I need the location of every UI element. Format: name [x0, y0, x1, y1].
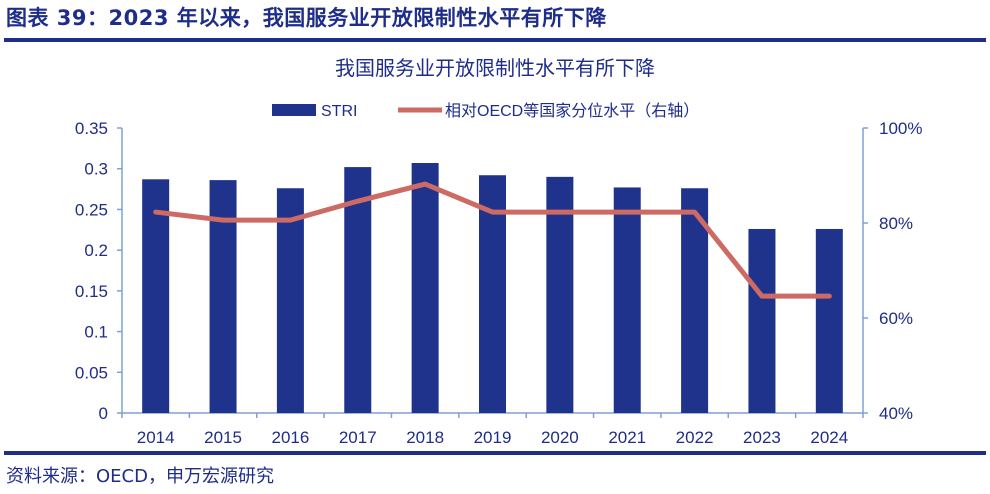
x-tick-label: 2024 — [810, 428, 848, 447]
left-axis: 0 0.05 0.1 0.15 0.2 0.25 0.3 0.35 — [75, 119, 123, 423]
x-tick-label: 2023 — [743, 428, 781, 447]
legend-label-stri: STRI — [321, 103, 357, 120]
x-tick-label: 2018 — [406, 428, 444, 447]
bar-series — [142, 163, 843, 413]
left-tick-label: 0.15 — [75, 282, 108, 301]
source-note: 资料来源：OECD，申万宏源研究 — [6, 466, 274, 487]
bar-stri-2019 — [479, 175, 506, 413]
chart-title: 我国服务业开放限制性水平有所下降 — [335, 57, 655, 80]
left-tick-label: 0.1 — [84, 323, 108, 342]
bar-stri-2017 — [344, 167, 372, 413]
x-tick-label: 2014 — [137, 428, 175, 447]
x-tick-label: 2021 — [608, 428, 646, 447]
bar-stri-2020 — [546, 176, 574, 413]
left-tick-label: 0.35 — [75, 119, 108, 138]
legend-label-percentile: 相对OECD等国家分位水平（右轴） — [445, 102, 699, 120]
right-tick-label: 40% — [879, 404, 913, 423]
x-tick-label: 2022 — [676, 428, 714, 447]
right-axis: 40% 60% 80% 100% — [862, 119, 922, 423]
left-tick-label: 0 — [99, 404, 108, 423]
left-tick-label: 0.3 — [84, 160, 108, 179]
x-tick-label: 2016 — [271, 428, 309, 447]
bar-stri-2016 — [276, 188, 304, 413]
footer-rule — [4, 451, 986, 455]
bar-stri-2024 — [815, 228, 843, 413]
bar-stri-2021 — [613, 187, 641, 413]
bar-stri-2014 — [142, 179, 170, 413]
right-tick-label: 100% — [879, 119, 922, 138]
x-tick-label: 2017 — [339, 428, 377, 447]
right-tick-label: 80% — [879, 214, 913, 233]
x-axis: 2014 2015 2016 2017 2018 2019 2020 2021 2022 2023… — [121, 412, 864, 447]
right-tick-label: 60% — [879, 309, 913, 328]
line-series — [153, 181, 832, 299]
x-tick-label: 2020 — [541, 428, 579, 447]
figure-title: 图表 39：2023 年以来，我国服务业开放限制性水平有所下降 — [6, 6, 607, 30]
left-tick-label: 0.05 — [75, 363, 108, 382]
x-tick-label: 2015 — [204, 428, 242, 447]
left-tick-label: 0.25 — [75, 200, 108, 219]
left-tick-label: 0.2 — [84, 241, 108, 260]
x-tick-label: 2019 — [474, 428, 512, 447]
legend-swatch-stri — [272, 104, 316, 116]
chart: 我国服务业开放限制性水平有所下降 STRI 相对OECD等国家分位水平（右轴） … — [75, 57, 923, 447]
legend: STRI 相对OECD等国家分位水平（右轴） — [272, 102, 699, 120]
bar-stri-2023 — [748, 228, 776, 413]
bar-stri-2018 — [411, 163, 439, 413]
bar-stri-2015 — [209, 180, 237, 413]
title-rule — [4, 38, 986, 42]
